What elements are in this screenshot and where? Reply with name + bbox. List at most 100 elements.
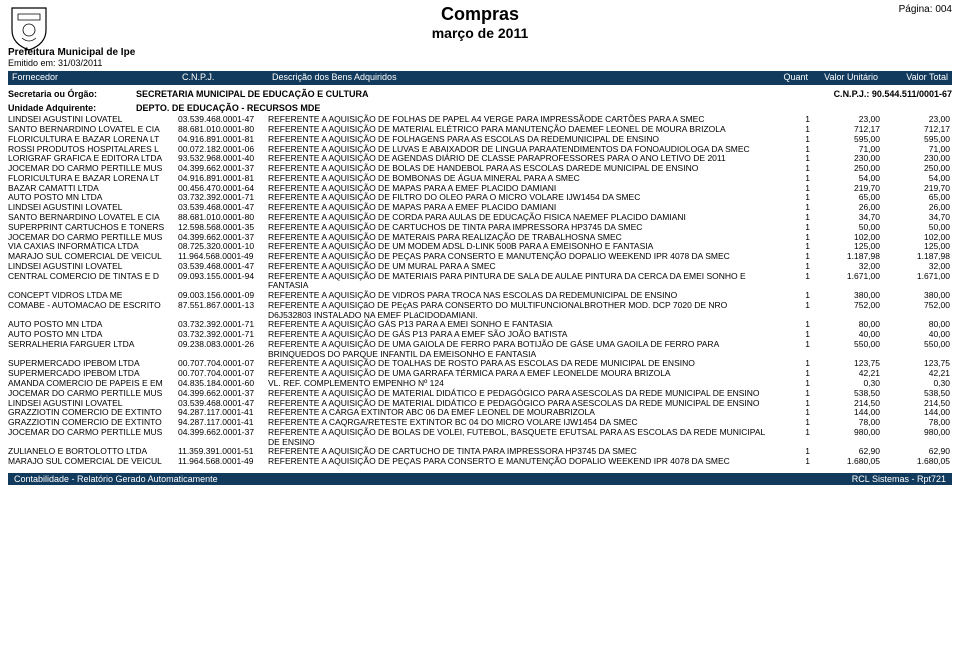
cell-cnpj: 11.964.568.0001-49: [178, 252, 268, 262]
cell-cnpj: 12.598.568.0001-35: [178, 223, 268, 233]
table-row: CENTRAL COMERCIO DE TINTAS E D09.093.155…: [8, 272, 952, 292]
cell-quant: 1: [770, 193, 810, 203]
section-label-unidade: Unidade Adquirente:: [8, 103, 128, 113]
cell-quant: 1: [770, 340, 810, 350]
page-number-value: 004: [935, 4, 952, 15]
cell-fornecedor: LINDSEI AGUSTINI LOVATEL: [8, 262, 178, 272]
cell-fornecedor: COMABE - AUTOMACAO DE ESCRITO: [8, 301, 178, 311]
cell-cnpj: 04.835.184.0001-60: [178, 379, 268, 389]
cell-quant: 1: [770, 320, 810, 330]
data-rows: LINDSEI AGUSTINI LOVATEL03.539.468.0001-…: [8, 115, 952, 467]
table-row: JOCEMAR DO CARMO PERTILLE MUS04.399.662.…: [8, 428, 952, 448]
cell-valor-unitario: 1.671,00: [810, 272, 880, 282]
report-title: Compras: [8, 4, 952, 25]
cell-quant: 1: [770, 203, 810, 213]
section-line-2: Unidade Adquirente: DEPTO. DE EDUCAÇÃO -…: [8, 103, 952, 113]
cell-cnpj: 03.539.468.0001-47: [178, 399, 268, 409]
org-name: Prefeitura Municipal de Ipe: [8, 47, 952, 59]
report-subtitle: março de 2011: [8, 25, 952, 41]
cell-cnpj: 04.916.891.0001-81: [178, 135, 268, 145]
cell-descricao: REFERENTE A AQUISIÇãO DE PEçAS PARA CONS…: [268, 301, 770, 321]
cell-cnpj: 00.707.704.0001-07: [178, 359, 268, 369]
cell-cnpj: 03.539.468.0001-47: [178, 203, 268, 213]
page-number: Página: 004: [899, 4, 952, 16]
cell-quant: 1: [770, 184, 810, 194]
cell-fornecedor: CENTRAL COMERCIO DE TINTAS E D: [8, 272, 178, 282]
cell-quant: 1: [770, 164, 810, 174]
cell-cnpj: 04.399.662.0001-37: [178, 389, 268, 399]
page-label: Página:: [899, 4, 933, 15]
cell-cnpj: 09.093.155.0001-94: [178, 272, 268, 282]
column-header-band: Fornecedor C.N.P.J. Descrição dos Bens A…: [8, 71, 952, 85]
cell-cnpj: 94.287.117.0001-41: [178, 408, 268, 418]
cell-fornecedor: SANTO BERNARDINO LOVATEL E CIA: [8, 125, 178, 135]
cell-descricao: REFERENTE A AQUISIÇÃO DE MATERIAIS PARA …: [268, 272, 770, 292]
cell-descricao: REFERENTE A AQUISIÇÃO DE BOLAS DE VOLEI,…: [268, 428, 770, 448]
cell-fornecedor: JOCEMAR DO CARMO PERTILLE MUS: [8, 428, 178, 438]
footer-right: RCL Sistemas - Rpt721: [852, 474, 946, 484]
cell-fornecedor: AMANDA COMERCIO DE PAPEIS E EM: [8, 379, 178, 389]
emitted-date: Emitido em: 31/03/2011: [8, 58, 952, 68]
cell-valor-unitario: 1.680,05: [810, 457, 880, 467]
cell-cnpj: 00.072.182.0001-06: [178, 145, 268, 155]
cell-descricao: REFERENTE A AQUISIÇÃO DE UMA GAIOLA DE F…: [268, 340, 770, 360]
coat-of-arms-icon: [8, 4, 50, 52]
cell-fornecedor: LINDSEI AGUSTINI LOVATEL: [8, 203, 178, 213]
cell-quant: 1: [770, 291, 810, 301]
cell-fornecedor: JOCEMAR DO CARMO PERTILLE MUS: [8, 233, 178, 243]
cell-valor-unitario: 980,00: [810, 428, 880, 438]
table-row: COMABE - AUTOMACAO DE ESCRITO87.551.867.…: [8, 301, 952, 321]
cell-cnpj: 00.707.704.0001-07: [178, 369, 268, 379]
report-page: Página: 004 Compras março de 2011 Prefei…: [0, 0, 960, 489]
cell-fornecedor: CONCEPT VIDROS LTDA ME: [8, 291, 178, 301]
cell-quant: 1: [770, 213, 810, 223]
cell-quant: 1: [770, 125, 810, 135]
cell-quant: 1: [770, 233, 810, 243]
cell-fornecedor: GRAZZIOTIN COMERCIO DE EXTINTO: [8, 418, 178, 428]
col-descricao: Descrição dos Bens Adquiridos: [272, 72, 768, 82]
cell-quant: 1: [770, 330, 810, 340]
cell-fornecedor: SUPERMERCADO IPEBOM LTDA: [8, 359, 178, 369]
cell-valor-unitario: 752,00: [810, 301, 880, 311]
cell-fornecedor: AUTO POSTO MN LTDA: [8, 330, 178, 340]
cell-cnpj: 03.539.468.0001-47: [178, 262, 268, 272]
cell-cnpj: 11.964.568.0001-49: [178, 457, 268, 467]
section-value-unidade: DEPTO. DE EDUCAÇÃO - RECURSOS MDE: [136, 103, 952, 113]
cell-quant: 1: [770, 223, 810, 233]
cell-cnpj: 03.732.392.0001-71: [178, 320, 268, 330]
cell-quant: 1: [770, 447, 810, 457]
cell-cnpj: 03.539.468.0001-47: [178, 115, 268, 125]
footer-band: Contabilidade - Relatório Gerado Automat…: [8, 473, 952, 485]
cell-quant: 1: [770, 252, 810, 262]
cell-quant: 1: [770, 399, 810, 409]
cell-fornecedor: FLORICULTURA E BAZAR LORENA LT: [8, 174, 178, 184]
cell-quant: 1: [770, 242, 810, 252]
cell-fornecedor: SANTO BERNARDINO LOVATEL E CIA: [8, 213, 178, 223]
cell-cnpj: 09.238.083.0001-26: [178, 340, 268, 350]
cell-fornecedor: ROSSI PRODUTOS HOSPITALARES L: [8, 145, 178, 155]
cell-quant: 1: [770, 301, 810, 311]
cell-cnpj: 03.732.392.0001-71: [178, 330, 268, 340]
cell-quant: 1: [770, 135, 810, 145]
cell-quant: 1: [770, 272, 810, 282]
cell-fornecedor: AUTO POSTO MN LTDA: [8, 320, 178, 330]
cell-quant: 1: [770, 262, 810, 272]
cell-cnpj: 00.456.470.0001-64: [178, 184, 268, 194]
cell-cnpj: 09.003.156.0001-09: [178, 291, 268, 301]
section-label-orgao: Secretaria ou Órgão:: [8, 89, 128, 99]
cell-cnpj: 93.532.968.0001-40: [178, 154, 268, 164]
cell-fornecedor: MARAJO SUL COMERCIAL DE VEICUL: [8, 252, 178, 262]
table-row: SERRALHERIA FARGUER LTDA09.238.083.0001-…: [8, 340, 952, 360]
cell-fornecedor: LINDSEI AGUSTINI LOVATEL: [8, 399, 178, 409]
title-block: Compras março de 2011: [8, 4, 952, 41]
cell-cnpj: 04.399.662.0001-37: [178, 428, 268, 438]
cell-fornecedor: JOCEMAR DO CARMO PERTILLE MUS: [8, 164, 178, 174]
cell-valor-unitario: 550,00: [810, 340, 880, 350]
cell-quant: 1: [770, 154, 810, 164]
cell-fornecedor: LORIGRAF GRAFICA E EDITORA LTDA: [8, 154, 178, 164]
cell-quant: 1: [770, 174, 810, 184]
cell-fornecedor: LINDSEI AGUSTINI LOVATEL: [8, 115, 178, 125]
cell-quant: 1: [770, 359, 810, 369]
cell-fornecedor: SUPERMERCADO IPEBOM LTDA: [8, 369, 178, 379]
cell-quant: 1: [770, 389, 810, 399]
